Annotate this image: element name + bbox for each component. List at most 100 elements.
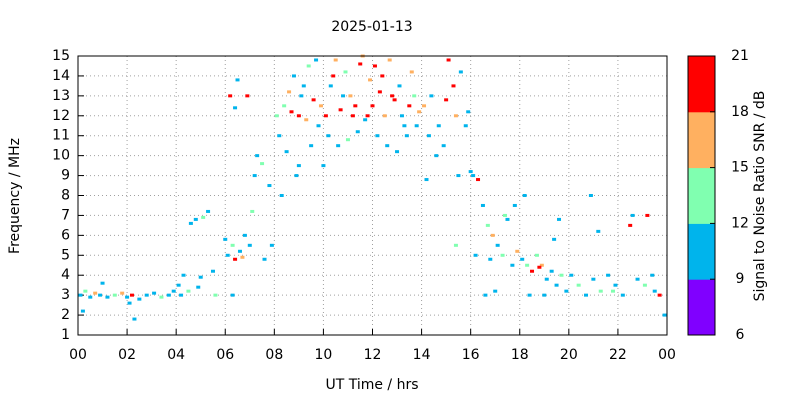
data-point (269, 243, 274, 247)
data-point (179, 293, 184, 297)
data-point (520, 257, 525, 261)
colorbar-segment (688, 56, 715, 113)
data-point (404, 134, 409, 138)
data-point (426, 134, 431, 138)
data-point (458, 70, 463, 74)
data-point (473, 253, 478, 257)
data-point (515, 249, 520, 253)
colorbar-tick-label: 15 (731, 160, 749, 176)
data-point (210, 269, 215, 273)
data-point (630, 213, 635, 217)
data-point (230, 293, 235, 297)
y-tick-label: 2 (61, 307, 70, 323)
data-point (137, 297, 142, 301)
data-point (260, 162, 265, 166)
data-point (611, 289, 616, 293)
y-tick-label: 3 (61, 287, 70, 303)
data-point (316, 124, 321, 128)
data-point (385, 144, 390, 148)
data-point (120, 291, 125, 295)
data-point (559, 273, 564, 277)
data-point (422, 104, 427, 108)
data-point (395, 150, 400, 154)
data-point (453, 243, 458, 247)
data-point (88, 295, 93, 299)
data-point (495, 243, 500, 247)
data-point (645, 213, 650, 217)
data-point (397, 84, 402, 88)
plot-frame (77, 55, 668, 336)
data-point (598, 289, 603, 293)
data-point (544, 277, 549, 281)
data-point (564, 289, 569, 293)
data-point (129, 293, 134, 297)
data-point (463, 124, 468, 128)
y-tick-label: 8 (61, 188, 70, 204)
x-tick-label: 12 (364, 347, 382, 363)
data-point (628, 223, 633, 227)
data-point (471, 174, 476, 178)
data-point (250, 209, 255, 213)
data-point (490, 233, 495, 237)
data-point (247, 243, 252, 247)
data-point (596, 229, 601, 233)
colorbar-segment (688, 111, 715, 169)
x-tick-label: 08 (265, 347, 283, 363)
x-tick-label: 04 (167, 347, 185, 363)
data-point (429, 94, 434, 98)
y-tick-label: 1 (61, 327, 70, 343)
data-point (301, 84, 306, 88)
data-point (485, 223, 490, 227)
data-point (186, 289, 191, 293)
data-point (365, 114, 370, 118)
data-point (299, 94, 304, 98)
y-tick-label: 7 (61, 207, 70, 223)
data-point (223, 237, 228, 241)
data-point (613, 283, 618, 287)
data-point (375, 134, 380, 138)
data-point (530, 269, 535, 273)
data-point (591, 277, 596, 281)
colorbar-tick-label: 18 (731, 104, 749, 120)
data-point (476, 178, 481, 182)
data-point (537, 265, 542, 269)
data-point (326, 134, 331, 138)
data-point (500, 253, 505, 257)
data-point (368, 78, 373, 82)
data-point (279, 194, 284, 197)
data-point (262, 257, 267, 261)
data-point (132, 317, 137, 321)
data-point (198, 275, 203, 279)
data-point (402, 124, 407, 128)
data-point (510, 263, 515, 267)
data-point (228, 94, 233, 98)
y-tick-label: 11 (52, 128, 70, 144)
data-point (534, 253, 539, 257)
data-point (287, 90, 292, 94)
data-point (80, 309, 85, 313)
data-point (417, 110, 422, 114)
x-tick-label: 00 (69, 347, 87, 363)
data-point (171, 289, 176, 293)
data-point (267, 184, 272, 188)
colorbar-tick-label: 9 (736, 271, 745, 287)
data-point (314, 58, 319, 62)
x-tick-label: 18 (511, 347, 529, 363)
data-point (380, 74, 385, 78)
colorbar-tick-label: 21 (731, 48, 749, 64)
data-point (296, 164, 301, 168)
data-point (282, 104, 287, 108)
data-point (144, 293, 149, 297)
data-point (284, 150, 289, 154)
y-tick-label: 14 (52, 68, 70, 84)
data-point (466, 110, 471, 114)
data-point (213, 293, 218, 297)
data-point (240, 255, 245, 259)
y-tick-label: 13 (52, 88, 70, 104)
data-point (444, 98, 449, 102)
data-point (424, 178, 429, 182)
x-tick-label: 14 (413, 347, 431, 363)
x-tick-label: 22 (609, 347, 627, 363)
data-point (289, 110, 294, 114)
